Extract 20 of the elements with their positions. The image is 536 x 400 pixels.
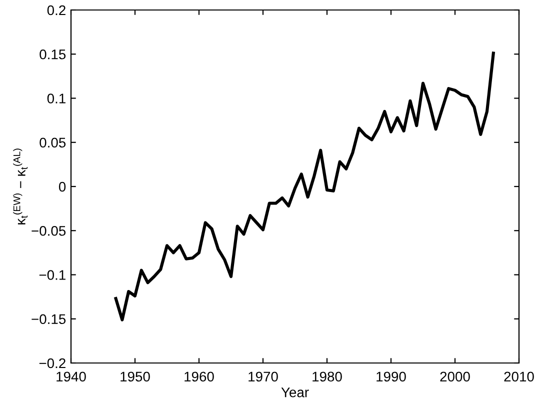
x-tick-label: 2010 <box>504 372 534 382</box>
x-tick-label: 1940 <box>56 372 86 382</box>
y-tick-label: 0.15 <box>40 49 66 60</box>
x-tick-label: 1950 <box>120 372 150 382</box>
x-tick-label: 2000 <box>440 372 470 382</box>
y-tick-label: −0.2 <box>39 358 66 368</box>
line-series <box>114 52 495 322</box>
y-tick-label: 0.1 <box>47 94 66 104</box>
x-tick-label: 1980 <box>312 372 342 382</box>
y-tick-label: −0.15 <box>32 314 66 324</box>
y-tick-label: −0.05 <box>32 226 66 236</box>
x-tick-label: 1990 <box>376 372 406 382</box>
y-tick-label: −0.1 <box>39 270 66 280</box>
x-axis-title: Year <box>281 388 309 398</box>
x-tick-label: 1960 <box>184 372 214 382</box>
y-tick-label: 0 <box>58 182 66 192</box>
y-axis-title: κ$_{t}$$^{(EW)}$ − κ$_{t}$$^{(AL)}$ <box>13 148 28 224</box>
x-tick-label: 1970 <box>248 372 278 382</box>
y-tick-label: 0.05 <box>40 138 66 148</box>
y-tick-label: 0.2 <box>47 5 66 16</box>
